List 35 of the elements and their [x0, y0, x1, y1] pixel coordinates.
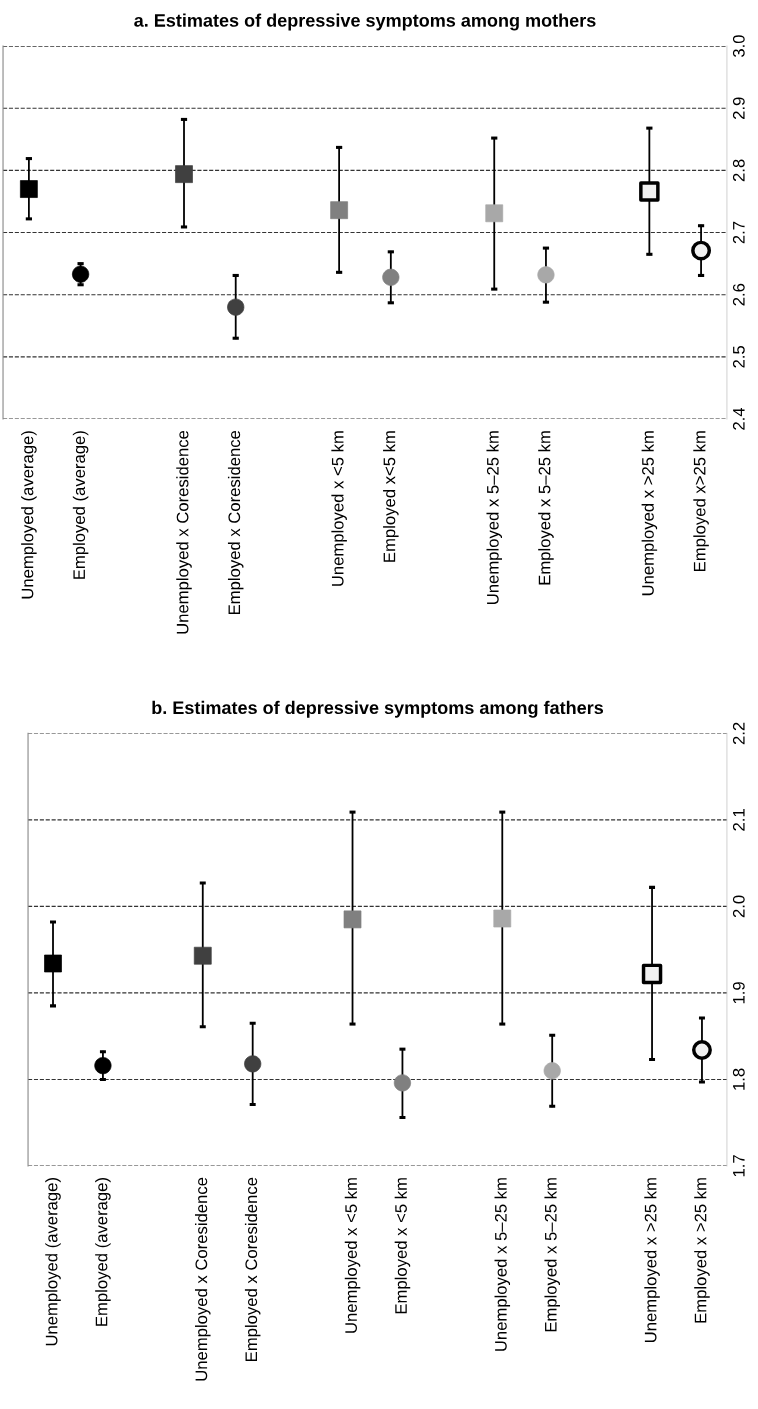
- x-tick-label: Employed x 5–25 km: [538, 431, 554, 585]
- y-tick-label: 1.7: [733, 1155, 745, 1177]
- chart-title: a. Estimates of depressive symptoms among mothers: [134, 13, 596, 31]
- x-tick-label: Employed x Coresidence: [244, 1177, 261, 1361]
- y-tick-label: 3.0: [732, 35, 745, 58]
- x-tick-label: Employed (average): [72, 431, 89, 579]
- x-tick-label: Unemployed x Coresidence: [176, 430, 192, 634]
- x-tick-label: Unemployed x >25 km: [644, 1178, 660, 1343]
- chart-title: b. Estimates of depressive symptoms among fathers: [152, 700, 604, 718]
- x-tick-label: Employed x 5–25 km: [544, 1178, 560, 1332]
- y-tick-label: 2.8: [732, 159, 745, 182]
- x-tick-label: Unemployed (average): [21, 431, 37, 599]
- y-tick-label: 1.8: [732, 1068, 745, 1090]
- x-tick-label: Unemployed x >25 km: [641, 431, 658, 596]
- x-tick-label: Unemployed x 5–25 km: [494, 1178, 511, 1351]
- y-tick-label: 2.9: [732, 97, 745, 119]
- x-tick-label: Employed x Coresidence: [227, 430, 244, 615]
- y-tick-label: 2.4: [732, 407, 745, 430]
- y-tick-label: 2.5: [732, 345, 745, 368]
- x-tick-label: Employed x>25 km: [693, 431, 709, 571]
- x-tick-label: Unemployed (average): [45, 1178, 61, 1346]
- x-tick-label: Unemployed x <5 km: [331, 431, 347, 586]
- x-tick-label: Unemployed x Coresidence: [195, 1177, 211, 1381]
- x-tick-label: Unemployed x <5 km: [344, 1178, 361, 1333]
- y-tick-label: 2.6: [732, 283, 745, 306]
- y-tick-label: 1.9: [732, 982, 745, 1004]
- x-tick-label: Employed x >25 km: [694, 1178, 710, 1323]
- x-tick-label: Unemployed x 5–25 km: [486, 431, 503, 604]
- y-tick-label: 2.1: [732, 809, 745, 831]
- x-tick-label: Employed (average): [95, 1178, 111, 1326]
- y-tick-label: 2.2: [732, 722, 745, 745]
- x-tick-label: Employed x<5 km: [383, 431, 399, 562]
- y-tick-label: 2.0: [732, 895, 745, 918]
- x-tick-label: Employed x <5 km: [394, 1178, 411, 1314]
- y-tick-label: 2.7: [732, 221, 745, 244]
